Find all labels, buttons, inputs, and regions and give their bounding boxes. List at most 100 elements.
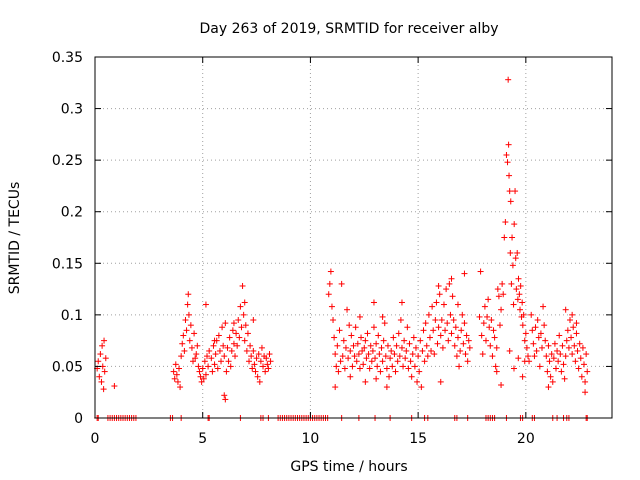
data-point <box>202 371 209 378</box>
data-point <box>180 332 187 339</box>
data-point <box>569 311 576 318</box>
data-point <box>460 340 467 347</box>
data-point <box>389 363 396 370</box>
data-point <box>390 334 397 341</box>
data-point <box>547 373 554 380</box>
data-point <box>332 351 339 358</box>
data-point <box>435 324 442 331</box>
data-point <box>481 303 488 310</box>
data-point <box>242 322 249 329</box>
data-point <box>505 76 512 83</box>
data-point <box>235 317 242 324</box>
data-point <box>568 334 575 341</box>
data-point <box>201 358 208 365</box>
data-point <box>576 340 583 347</box>
data-point <box>219 324 226 331</box>
data-point <box>264 361 271 368</box>
data-point <box>434 340 441 347</box>
data-point <box>494 286 501 293</box>
data-point <box>559 342 566 349</box>
data-point <box>237 303 244 310</box>
data-point <box>512 188 519 195</box>
data-point <box>508 280 515 287</box>
data-point <box>418 384 425 391</box>
data-point <box>211 337 218 344</box>
data-point <box>364 330 371 337</box>
data-point <box>454 334 461 341</box>
data-point <box>416 368 423 375</box>
data-point <box>498 381 505 388</box>
data-point <box>453 353 460 360</box>
data-point <box>544 368 551 375</box>
data-point <box>338 280 345 287</box>
data-point <box>95 358 102 365</box>
data-point <box>440 301 447 308</box>
data-point <box>533 347 540 354</box>
data-point <box>361 344 368 351</box>
data-point <box>582 389 589 396</box>
data-point <box>397 317 404 324</box>
data-point <box>438 317 445 324</box>
y-tick-label: 0.1 <box>61 308 83 324</box>
data-point <box>200 375 207 382</box>
data-point <box>537 330 544 337</box>
data-point <box>496 322 503 329</box>
data-point <box>257 358 264 365</box>
data-point <box>445 337 452 344</box>
plot-frame <box>94 56 613 419</box>
data-point <box>192 355 199 362</box>
data-point <box>251 361 258 368</box>
data-point <box>579 344 586 351</box>
data-point <box>432 317 439 324</box>
data-point <box>193 351 200 358</box>
data-point <box>216 347 223 354</box>
data-point <box>348 332 355 339</box>
data-point <box>425 311 432 318</box>
data-point <box>573 330 580 337</box>
x-tick-label: 15 <box>409 431 427 447</box>
data-point <box>262 368 269 375</box>
data-point <box>420 327 427 334</box>
data-point <box>414 378 421 385</box>
data-point <box>439 344 446 351</box>
data-point <box>184 301 191 308</box>
grid-lines <box>95 57 612 418</box>
data-point <box>204 353 211 360</box>
data-point <box>99 342 106 349</box>
data-point <box>401 337 408 344</box>
data-points <box>94 76 591 421</box>
data-point <box>250 317 257 324</box>
data-point <box>519 299 526 306</box>
data-point <box>433 299 440 306</box>
data-point <box>208 355 215 362</box>
data-point <box>212 351 219 358</box>
data-point <box>465 337 472 344</box>
data-point <box>551 340 558 347</box>
data-point <box>331 334 338 341</box>
data-point <box>575 365 582 372</box>
data-point <box>546 358 553 365</box>
data-point <box>347 373 354 380</box>
data-point <box>183 327 190 334</box>
data-point <box>562 306 569 313</box>
data-point <box>520 311 527 318</box>
data-point <box>177 384 184 391</box>
data-point <box>564 327 571 334</box>
data-point <box>173 371 180 378</box>
data-point <box>222 320 229 327</box>
data-point <box>486 324 493 331</box>
x-tick-label: 10 <box>302 431 320 447</box>
data-point <box>523 344 530 351</box>
data-point <box>514 249 521 256</box>
data-point <box>489 353 496 360</box>
data-point <box>560 361 567 368</box>
data-point <box>410 334 417 341</box>
data-point <box>347 347 354 354</box>
data-point <box>566 317 573 324</box>
data-point <box>446 280 453 287</box>
data-point <box>263 355 270 362</box>
data-point <box>328 303 335 310</box>
data-point <box>517 282 524 289</box>
data-point <box>458 327 465 334</box>
